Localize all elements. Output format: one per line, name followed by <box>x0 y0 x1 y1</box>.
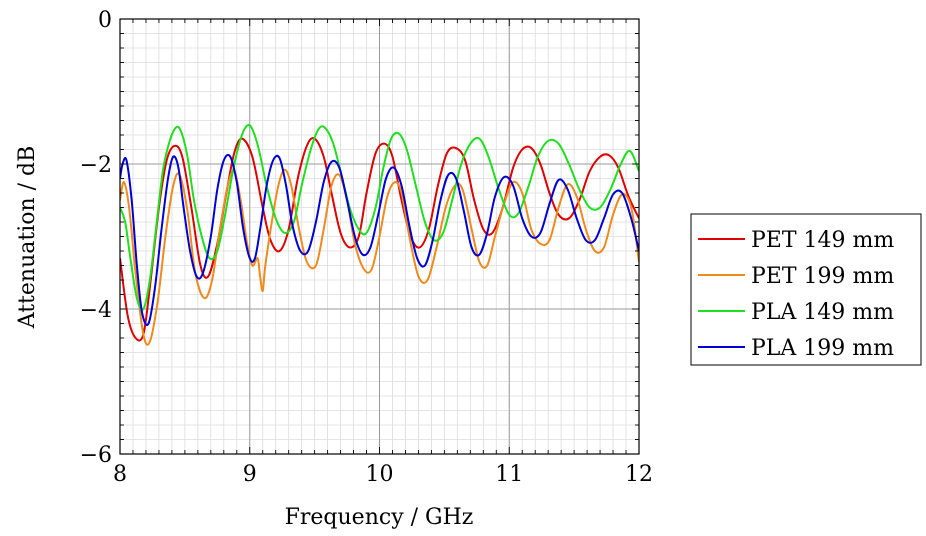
y-axis-title: Attenuation / dB <box>15 146 40 330</box>
legend-label-pet-199-mm: PET 199 mm <box>751 264 894 289</box>
series-lines <box>120 123 639 346</box>
y-tick-label: −2 <box>80 153 112 178</box>
x-tick-label: 10 <box>366 462 394 487</box>
series-line-pet-149-mm <box>120 137 639 342</box>
series-line-pla-199-mm <box>120 153 639 326</box>
y-tick-label: −6 <box>80 443 112 468</box>
x-axis-title: Frequency / GHz <box>285 505 474 530</box>
x-tick-label: 12 <box>625 462 653 487</box>
tick-marks <box>119 18 640 455</box>
legend-label-pet-149-mm: PET 149 mm <box>751 228 894 253</box>
minor-grid <box>120 19 639 454</box>
y-tick-labels: −6 −4 −2 0 <box>80 8 112 468</box>
y-tick-label: −4 <box>80 298 112 323</box>
x-tick-labels: 8 9 10 11 12 <box>113 462 653 487</box>
legend: PET 149 mm PET 199 mm PLA 149 mm PLA 199 mm <box>690 213 922 366</box>
legend-label-pla-199-mm: PLA 199 mm <box>751 336 894 361</box>
legend-label-pla-149-mm: PLA 149 mm <box>751 300 894 325</box>
x-tick-label: 9 <box>243 462 257 487</box>
x-tick-label: 8 <box>113 462 127 487</box>
y-tick-label: 0 <box>98 8 112 33</box>
x-tick-label: 11 <box>495 462 523 487</box>
